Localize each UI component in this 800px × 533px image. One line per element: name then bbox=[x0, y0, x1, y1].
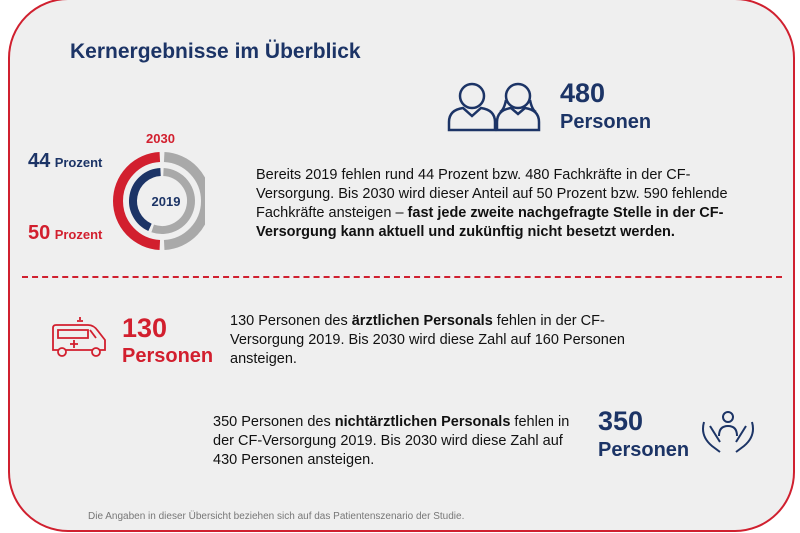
summary-count: 480 bbox=[560, 78, 606, 108]
donut-2019-shortage bbox=[129, 168, 161, 232]
donut-outer-label: 2030 bbox=[146, 131, 175, 146]
page-title: Kernergebnisse im Überblick bbox=[70, 40, 361, 63]
aerztlich-count: 130 bbox=[122, 313, 168, 343]
nichtaerztlich-text: 350 Personen des nichtärztlichen Persona… bbox=[213, 414, 570, 468]
donut-2030-shortage bbox=[113, 152, 161, 250]
dashed-divider bbox=[22, 276, 782, 278]
donut-inner-label: 2019 bbox=[152, 194, 181, 209]
people-icon bbox=[447, 82, 541, 132]
summary-unit: Personen bbox=[560, 111, 652, 133]
donut-chart: 2019 bbox=[113, 152, 205, 250]
aerztlich-text: 130 Personen des ärztlichen Personals fe… bbox=[230, 313, 625, 367]
nichtaerztlich-unit: Personen bbox=[598, 439, 690, 461]
ambulance-icon bbox=[52, 317, 106, 357]
infographic-panel bbox=[8, 0, 795, 532]
label-2019-percent: 44 Prozent bbox=[28, 150, 103, 172]
aerztlich-unit: Personen bbox=[122, 345, 214, 367]
donut-2030-rest bbox=[163, 152, 205, 250]
footnote: Die Angaben in dieser Übersicht beziehen… bbox=[88, 511, 465, 522]
donut-2019-rest bbox=[151, 168, 195, 234]
nichtaerztlich-count: 350 bbox=[598, 406, 644, 436]
caring-hands-icon bbox=[702, 411, 754, 453]
label-2030-percent: 50 Prozent bbox=[28, 222, 103, 244]
summary-text: Bereits 2019 fehlen rund 44 Prozent bzw.… bbox=[256, 167, 728, 240]
